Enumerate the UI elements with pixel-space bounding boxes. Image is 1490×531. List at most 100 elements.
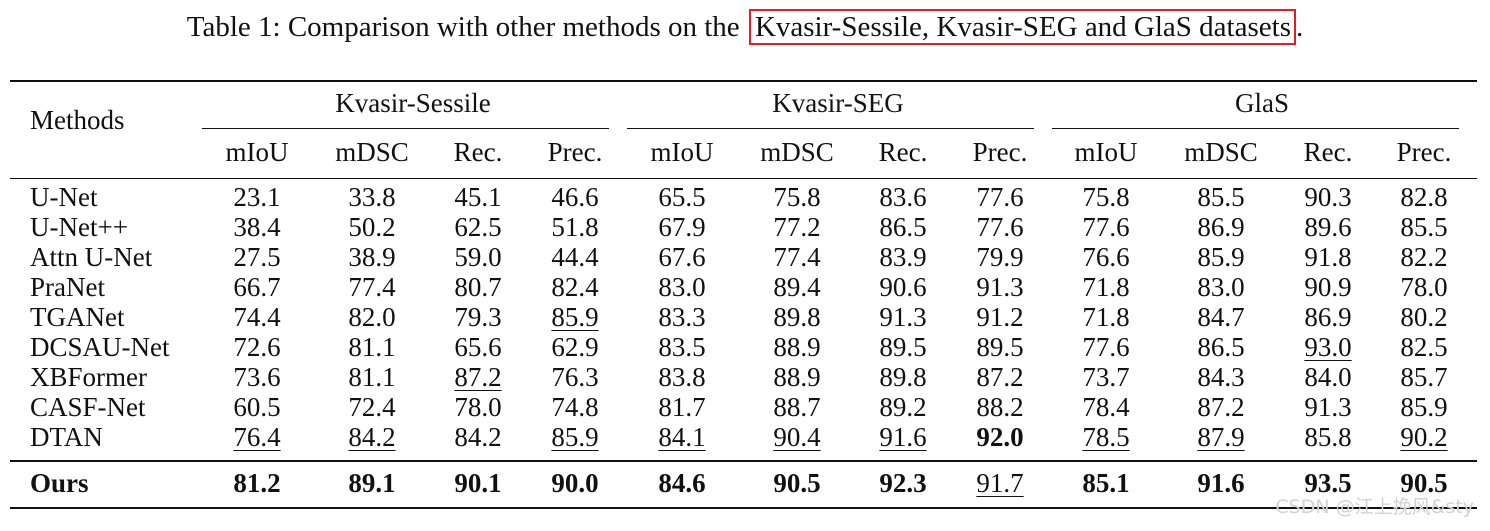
caption-highlight-text: Kvasir-Sessile, Kvasir-SEG and GlaS data… [754, 11, 1291, 43]
table-cell: 73.6 [207, 362, 307, 392]
table-cell: 45.1 [428, 182, 528, 212]
metric-header: mDSC [760, 137, 834, 167]
table-cell: 86.5 [1171, 332, 1271, 362]
cell-value: 71.8 [1082, 272, 1130, 302]
table-cell: 91.7 [950, 468, 1050, 498]
metric-header: mIoU [650, 137, 714, 167]
table-cell: 88.2 [950, 392, 1050, 422]
cell-value: 82.4 [551, 272, 599, 302]
table-cell: 90.2 [1374, 422, 1474, 452]
table-cell: 76.6 [1056, 242, 1156, 272]
table-cell: 84.0 [1278, 362, 1378, 392]
table-cell: 87.9 [1171, 422, 1271, 452]
table-cell: 74.8 [525, 392, 625, 422]
table-cell: 72.4 [322, 392, 422, 422]
cell-value: 91.3 [976, 272, 1024, 302]
table-cell: 83.6 [853, 182, 953, 212]
cell-value: 90.6 [879, 272, 927, 302]
table-cell: 77.4 [747, 242, 847, 272]
cell-value: 45.1 [454, 182, 502, 212]
table-cell: 71.8 [1056, 272, 1156, 302]
table-cell: 67.9 [632, 212, 732, 242]
table-cell: 85.5 [1171, 182, 1271, 212]
cell-value: 84.0 [1304, 362, 1352, 392]
cell-value: 66.7 [233, 272, 281, 302]
table-cell: 87.2 [1171, 392, 1271, 422]
cell-value: 89.1 [348, 468, 396, 498]
cell-value: 65.6 [454, 332, 502, 362]
cell-value: 86.9 [1304, 302, 1352, 332]
table-cell: 89.6 [1278, 212, 1378, 242]
table-cell: 72.6 [207, 332, 307, 362]
table-cell: 82.0 [322, 302, 422, 332]
cell-value: 89.2 [879, 392, 927, 422]
table-cell: 27.5 [207, 242, 307, 272]
cell-value: 76.6 [1082, 242, 1130, 272]
cell-value: 87.9 [1197, 422, 1245, 452]
cell-value: 89.6 [1304, 212, 1352, 242]
cell-value: 91.7 [976, 468, 1024, 498]
cell-value: 89.5 [879, 332, 927, 362]
cell-value: 80.7 [454, 272, 502, 302]
cell-value: 89.4 [773, 272, 821, 302]
table-cell: 46.6 [525, 182, 625, 212]
cell-value: 91.3 [1304, 392, 1352, 422]
metric-header: Prec. [972, 137, 1028, 167]
cell-value: 79.9 [976, 242, 1024, 272]
cell-value: 73.7 [1082, 362, 1130, 392]
cell-value: 77.4 [773, 242, 821, 272]
caption-prefix: Table 1: Comparison with other methods o… [186, 11, 740, 43]
cell-value: 82.8 [1400, 182, 1448, 212]
table-cell: 83.8 [632, 362, 732, 392]
top-rule [10, 80, 1477, 82]
metric-header: mIoU [1074, 137, 1138, 167]
metric-header: mDSC [1184, 137, 1258, 167]
table-cell: 76.3 [525, 362, 625, 392]
cell-value: 62.5 [454, 212, 502, 242]
cell-value: 83.0 [658, 272, 706, 302]
metric-header: Rec. [878, 137, 928, 167]
row-method: DTAN [30, 422, 103, 452]
cell-value: 85.7 [1400, 362, 1448, 392]
table-cell: 59.0 [428, 242, 528, 272]
table-cell: 85.1 [1056, 468, 1156, 498]
table-cell: 51.8 [525, 212, 625, 242]
table-cell: 85.8 [1278, 422, 1378, 452]
table-cell: 90.3 [1278, 182, 1378, 212]
cell-value: 91.2 [976, 302, 1024, 332]
bottom-rule [10, 507, 1477, 509]
table-caption: Table 1: Comparison with other methods o… [0, 8, 1490, 46]
table-cell: 85.9 [525, 422, 625, 452]
group-header: Kvasir-Sessile [335, 88, 491, 118]
header-rule [10, 178, 1477, 179]
table-cell: 33.8 [322, 182, 422, 212]
table-cell: 91.6 [1171, 468, 1271, 498]
table-cell: 79.3 [428, 302, 528, 332]
cell-value: 81.2 [233, 468, 281, 498]
cell-value: 83.8 [658, 362, 706, 392]
table-cell: 44.4 [525, 242, 625, 272]
cell-value: 84.2 [454, 422, 502, 452]
cell-value: 77.4 [348, 272, 396, 302]
table-cell: 71.8 [1056, 302, 1156, 332]
cell-value: 90.0 [551, 468, 599, 498]
cell-value: 85.5 [1197, 182, 1245, 212]
cell-value: 93.0 [1304, 332, 1352, 362]
methods-header: Methods [30, 105, 125, 135]
cell-value: 84.7 [1197, 302, 1245, 332]
table-cell: 86.9 [1171, 212, 1271, 242]
table-cell: 75.8 [1056, 182, 1156, 212]
table-cell: 78.5 [1056, 422, 1156, 452]
table-cell: 89.2 [853, 392, 953, 422]
table-cell: 81.2 [207, 468, 307, 498]
table-cell: 62.9 [525, 332, 625, 362]
table-cell: 65.5 [632, 182, 732, 212]
table-cell: 74.4 [207, 302, 307, 332]
cell-value: 90.5 [1400, 468, 1448, 498]
metric-header: Prec. [547, 137, 603, 167]
cell-value: 51.8 [551, 212, 599, 242]
group-header: GlaS [1235, 88, 1289, 118]
cell-value: 90.9 [1304, 272, 1352, 302]
cell-value: 77.6 [976, 212, 1024, 242]
cell-value: 78.0 [1400, 272, 1448, 302]
